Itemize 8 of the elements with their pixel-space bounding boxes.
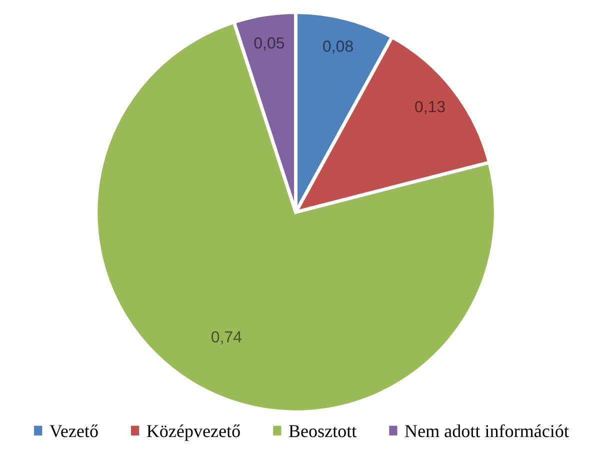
data-label: 0,05 bbox=[254, 37, 284, 51]
legend-label: Nem adott információt bbox=[405, 424, 569, 438]
data-label: 0,13 bbox=[415, 100, 445, 114]
legend-label: Vezető bbox=[50, 424, 98, 438]
legend-label: Beosztott bbox=[288, 425, 357, 438]
data-label: 0,74 bbox=[212, 331, 242, 344]
legend-label: Középvezető bbox=[146, 424, 240, 441]
data-label: 0,08 bbox=[323, 40, 353, 54]
